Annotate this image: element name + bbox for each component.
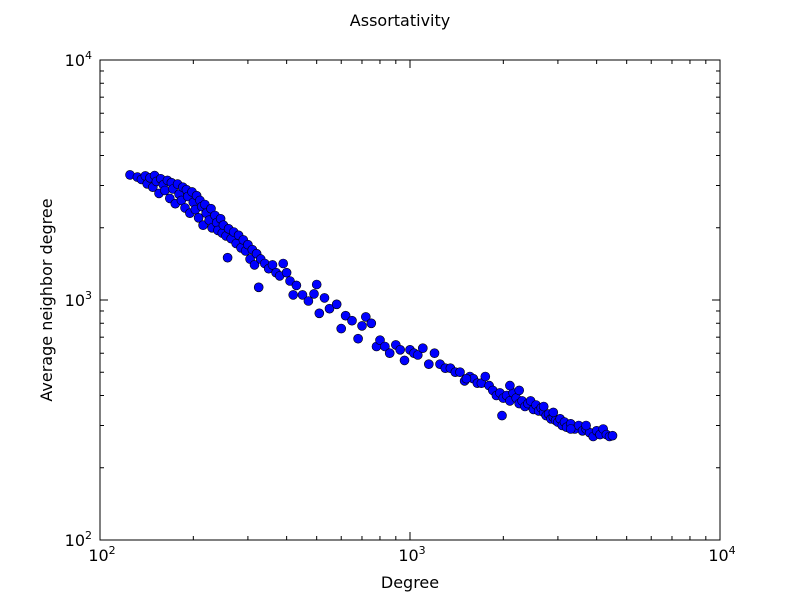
data-point [347,315,357,326]
data-point [412,350,423,360]
data-point [380,341,390,352]
data-point [303,296,314,306]
data-point [309,289,319,299]
data-point [514,385,525,396]
chart-title: Assortativity [350,11,450,30]
x-tick-label: 103 [398,544,425,565]
data-point [423,359,434,370]
plot-frame [99,59,721,541]
data-point [455,367,465,378]
data-point [429,348,440,359]
data-point [249,260,260,270]
data-point [548,407,559,418]
data-point [497,410,507,421]
data-point [319,293,330,303]
data-point [565,424,576,434]
data-point [311,279,322,290]
y-tick-label: 104 [65,49,92,70]
data-point [267,260,278,270]
data-point [366,318,377,329]
data-point [505,380,515,391]
ticks-layer: 102 103 104 102 103 104 [65,49,736,565]
data-point [297,290,308,300]
data-point [288,290,299,300]
data-point [278,258,289,269]
data-point [331,299,342,310]
data-point [417,343,428,354]
data-point [253,282,264,293]
data-point [336,323,347,334]
y-tick-label: 102 [65,529,92,550]
data-point [357,321,367,331]
data-point [314,308,325,319]
data-point [281,267,292,278]
data-point [375,335,385,346]
y-tick-label: 103 [65,289,92,310]
data-point [353,333,363,344]
data-point [160,185,170,196]
data-point [222,252,233,263]
data-point [324,303,335,314]
data-point [538,401,549,412]
data-point [480,371,491,382]
data-point [607,430,618,441]
data-point [291,280,302,291]
x-tick-label: 102 [88,544,115,565]
data-point [360,312,371,322]
data-point [399,355,410,366]
data-point [395,344,406,355]
points-layer [125,170,618,442]
data-point [384,348,395,359]
data-point [461,373,472,384]
x-axis-label: Degree [381,573,439,592]
data-point [581,420,591,431]
data-point [193,213,204,223]
data-point [340,310,351,321]
x-tick-label: 104 [708,544,735,565]
y-axis-label: Average neighbor degree [37,198,56,401]
